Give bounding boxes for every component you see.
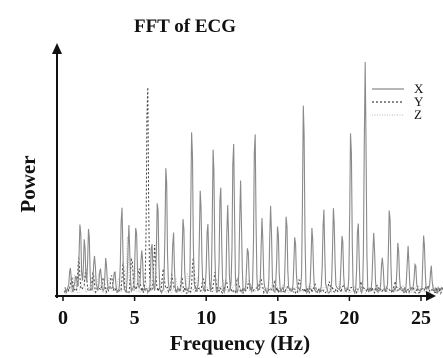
x-axis-arrow (426, 291, 436, 301)
plot-area (63, 61, 443, 296)
series-line-y (63, 87, 443, 295)
y-axis (52, 43, 62, 298)
series-line-z (63, 236, 443, 296)
x-tick-label: 15 (268, 307, 288, 329)
x-axis-label: Frequency (Hz) (170, 331, 310, 355)
x-tick-label: 20 (339, 307, 359, 329)
y-axis-label: Power (16, 155, 40, 212)
x-tick-label: 5 (130, 307, 140, 329)
series-line-x (64, 61, 443, 295)
x-axis: 0 5 10 15 20 25 (55, 291, 436, 329)
x-tick-label: 10 (196, 307, 216, 329)
chart-title: FFT of ECG (134, 16, 236, 37)
x-tick-label: 0 (58, 307, 68, 329)
legend: XYZ (372, 81, 424, 122)
y-axis-arrow (52, 43, 62, 54)
legend-label-y: Y (414, 94, 424, 109)
legend-label-z: Z (414, 107, 422, 122)
legend-label-x: X (414, 81, 424, 96)
x-tick-label: 25 (411, 307, 431, 329)
